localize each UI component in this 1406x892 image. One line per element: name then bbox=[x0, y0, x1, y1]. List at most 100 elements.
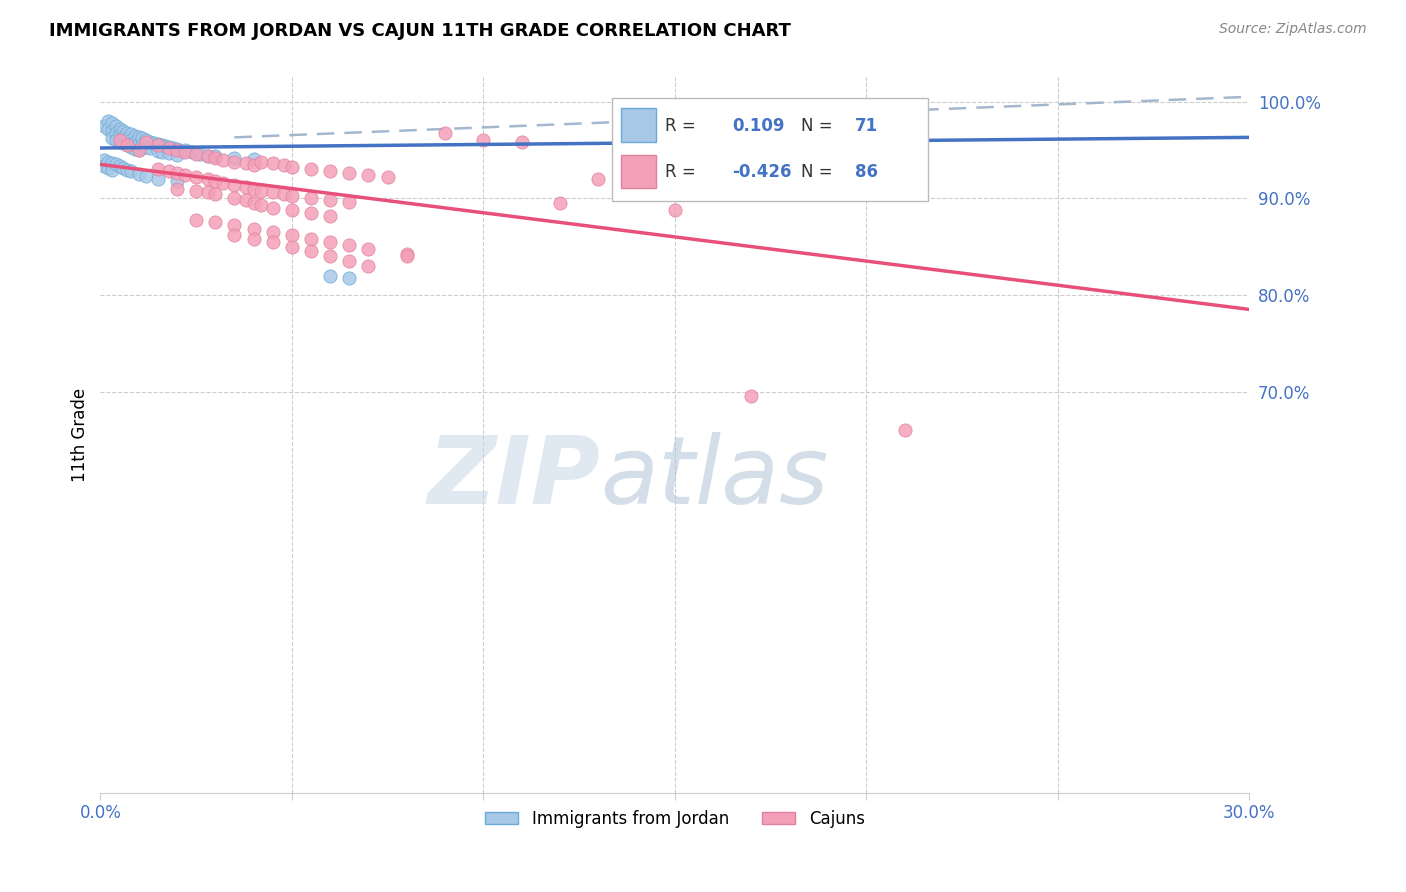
Y-axis label: 11th Grade: 11th Grade bbox=[72, 388, 89, 482]
Text: IMMIGRANTS FROM JORDAN VS CAJUN 11TH GRADE CORRELATION CHART: IMMIGRANTS FROM JORDAN VS CAJUN 11TH GRA… bbox=[49, 22, 792, 40]
Point bbox=[262, 186, 284, 200]
Point bbox=[664, 202, 686, 217]
Point bbox=[150, 145, 173, 159]
Point bbox=[124, 129, 146, 144]
Point bbox=[893, 423, 915, 437]
Point bbox=[162, 141, 184, 155]
Text: 0.109: 0.109 bbox=[731, 117, 785, 135]
Point bbox=[101, 131, 124, 145]
Point bbox=[135, 140, 157, 154]
Point bbox=[104, 126, 127, 140]
Point bbox=[224, 154, 246, 169]
Point bbox=[112, 130, 135, 145]
Point bbox=[299, 191, 322, 205]
Point bbox=[224, 227, 246, 242]
Point bbox=[184, 212, 207, 227]
Point bbox=[434, 126, 457, 140]
Point bbox=[139, 135, 162, 149]
Point bbox=[157, 164, 180, 178]
Point bbox=[319, 268, 342, 283]
Point bbox=[146, 162, 169, 177]
Point bbox=[472, 133, 495, 147]
Point bbox=[740, 389, 762, 403]
Point bbox=[224, 178, 246, 192]
Point bbox=[319, 209, 342, 223]
Text: 86: 86 bbox=[855, 163, 879, 181]
Point bbox=[124, 142, 146, 156]
Point bbox=[337, 270, 360, 285]
Point bbox=[104, 119, 127, 133]
Text: -0.426: -0.426 bbox=[731, 163, 792, 181]
Point bbox=[319, 193, 342, 207]
Point bbox=[281, 202, 304, 217]
Point bbox=[855, 162, 877, 177]
Point bbox=[97, 121, 120, 136]
Point bbox=[235, 179, 257, 194]
Point bbox=[319, 164, 342, 178]
Point bbox=[146, 172, 169, 186]
Text: N =: N = bbox=[801, 163, 832, 181]
Point bbox=[181, 145, 204, 159]
Point bbox=[281, 189, 304, 203]
Point bbox=[150, 138, 173, 153]
Point bbox=[281, 161, 304, 175]
Point bbox=[197, 186, 219, 200]
Point bbox=[204, 151, 226, 165]
Point bbox=[135, 169, 157, 183]
Point bbox=[588, 172, 610, 186]
Point bbox=[120, 133, 142, 147]
Point bbox=[281, 239, 304, 253]
Point bbox=[166, 143, 188, 157]
Point bbox=[377, 169, 399, 184]
Point bbox=[108, 133, 131, 147]
Point bbox=[115, 163, 138, 178]
Text: N =: N = bbox=[801, 117, 832, 135]
Point bbox=[166, 174, 188, 188]
Point bbox=[101, 116, 124, 130]
Point bbox=[108, 121, 131, 136]
Point bbox=[128, 137, 150, 152]
Point bbox=[204, 174, 226, 188]
Point bbox=[319, 249, 342, 263]
Point bbox=[139, 141, 162, 155]
Point bbox=[337, 166, 360, 180]
Point bbox=[224, 219, 246, 233]
Point bbox=[166, 181, 188, 195]
Point bbox=[146, 138, 169, 153]
Point bbox=[173, 168, 195, 182]
Point bbox=[128, 143, 150, 157]
Point bbox=[146, 137, 169, 152]
Point bbox=[395, 247, 418, 261]
FancyBboxPatch shape bbox=[621, 109, 655, 142]
Point bbox=[97, 154, 120, 169]
Point bbox=[93, 119, 115, 133]
Point bbox=[510, 135, 533, 149]
Point bbox=[104, 133, 127, 147]
Point bbox=[108, 128, 131, 143]
Point bbox=[131, 131, 153, 145]
Point bbox=[204, 149, 226, 163]
Point bbox=[337, 195, 360, 210]
Point bbox=[101, 156, 124, 170]
Point bbox=[242, 158, 264, 172]
Point bbox=[262, 225, 284, 239]
Point bbox=[97, 114, 120, 128]
Point bbox=[357, 242, 380, 256]
Point bbox=[242, 152, 264, 166]
Point bbox=[128, 130, 150, 145]
Point bbox=[197, 149, 219, 163]
Point bbox=[101, 123, 124, 137]
Point bbox=[115, 138, 138, 153]
Point bbox=[143, 136, 166, 150]
Point bbox=[166, 147, 188, 161]
Point bbox=[299, 162, 322, 177]
Point bbox=[124, 135, 146, 149]
Point bbox=[112, 161, 135, 176]
Point bbox=[93, 160, 115, 174]
Point bbox=[281, 227, 304, 242]
Point bbox=[212, 153, 235, 167]
Point bbox=[188, 146, 211, 161]
Point bbox=[112, 136, 135, 150]
Point bbox=[120, 128, 142, 142]
Point bbox=[319, 235, 342, 249]
